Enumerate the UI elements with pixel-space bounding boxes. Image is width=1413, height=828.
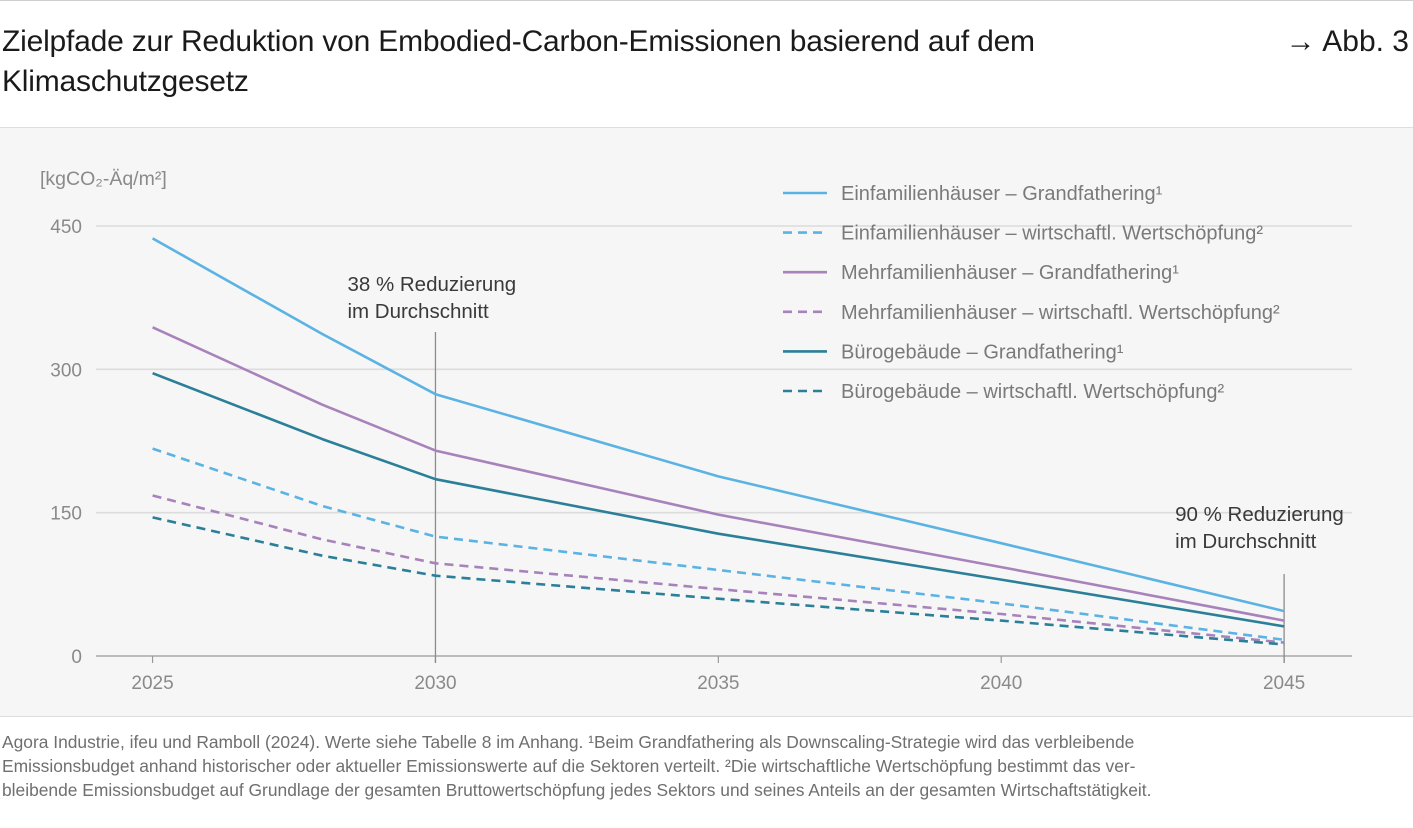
figure-reference-link[interactable]: → Abb. 3: [1285, 25, 1409, 58]
annotation-text: 38 % Reduzierung: [347, 273, 516, 296]
chart-title: Zielpfade zur Reduktion von Embodied-Car…: [2, 25, 1035, 98]
series-line: [151, 237, 1285, 613]
legend-label: Einfamilienhäuser – wirtschaftl. Wertsch…: [841, 223, 1263, 245]
legend-label: Bürogebäude – wirtschaftl. Wertschöpfung…: [841, 381, 1225, 403]
y-axis-label: [kgCO₂-Äq/m²]: [40, 168, 167, 190]
annotation-text: 90 % Reduzierung: [1175, 503, 1344, 526]
footnote-line: Agora Industrie, ifeu und Ramboll (2024)…: [2, 732, 1135, 752]
series-line: [152, 371, 1285, 628]
x-tick-label: 2040: [980, 673, 1022, 694]
source-footnote: Agora Industrie, ifeu und Ramboll (2024)…: [2, 730, 1412, 802]
footnote-line: Emissionsbudget anhand historischer oder…: [2, 756, 1136, 776]
annotation-text: im Durchschnitt: [1175, 530, 1317, 553]
legend-label: Bürogebäude – Grandfathering¹: [841, 341, 1124, 363]
x-tick-label: 2035: [697, 673, 739, 694]
y-tick-label: 450: [50, 217, 82, 238]
line-chart: 0 150 300 450 [kgCO₂-Äq/m²] 2025 2030 2035 2040 2…: [40, 168, 1352, 694]
legend-label: Mehrfamilienhäuser – Grandfathering¹: [841, 262, 1179, 284]
x-tick-label: 2045: [1263, 673, 1305, 694]
footnote-line: bleibende Emissionsbudget auf Grundlage …: [2, 780, 1152, 800]
x-tick-label: 2025: [131, 673, 173, 694]
series-line: [152, 447, 1285, 642]
series-line: [152, 516, 1285, 646]
series-line: [152, 326, 1285, 622]
annotation-text: im Durchschnitt: [347, 300, 489, 323]
legend-label: Einfamilienhäuser – Grandfathering¹: [841, 183, 1163, 205]
series-line: [152, 494, 1285, 644]
y-tick-label: 300: [50, 360, 82, 381]
x-tick-label: 2030: [414, 673, 456, 694]
y-tick-label: 150: [50, 504, 82, 525]
top-divider: [0, 0, 1413, 1]
y-tick-label: 0: [71, 647, 82, 668]
legend-label: Mehrfamilienhäuser – wirtschaftl. Wertsc…: [841, 302, 1280, 324]
